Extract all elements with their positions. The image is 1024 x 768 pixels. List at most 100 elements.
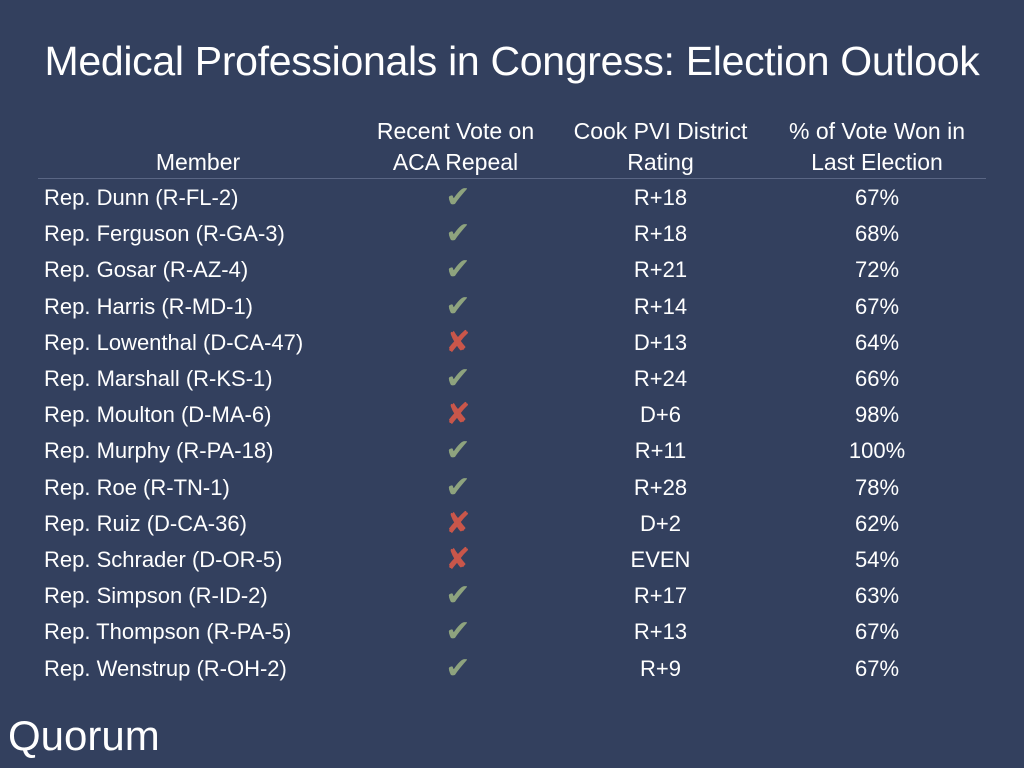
member-name: Rep. Simpson (R-ID-2) [44,583,268,609]
member-name: Rep. Ferguson (R-GA-3) [44,221,285,247]
check-icon: ✔ [445,252,471,288]
cross-icon: ✘ [445,324,471,360]
table-row: Rep. Thompson (R-PA-5) ✔ R+13 67% [38,614,986,650]
pvi-rating: D+2 [640,510,681,536]
pvi-rating: R+18 [633,185,688,211]
pvi-rating: R+18 [633,221,688,247]
pvi-rating: R+11 [634,438,687,464]
vote-percentage: 67% [854,619,900,645]
vote-percentage: 100% [848,438,906,464]
header-pvi: Cook PVI District Rating [553,116,768,178]
check-icon: ✔ [445,578,471,614]
vote-cell: ✘ [363,505,553,541]
cross-icon: ✘ [445,505,471,541]
pvi-rating: R+14 [633,293,688,319]
header-vote: Recent Vote on ACA Repeal [358,116,553,178]
vote-cell: ✘ [363,400,553,430]
vote-cell: ✔ [363,219,553,249]
vote-percentage: 68% [854,221,900,247]
table-row: Rep. Marshall (R-KS-1) ✔ R+24 66% [38,361,986,397]
vote-percentage: 67% [854,293,900,319]
member-name: Rep. Lowenthal (D-CA-47) [44,329,304,355]
vote-cell: ✔ [363,650,553,686]
vote-cell: ✔ [363,255,553,285]
check-icon: ✔ [445,216,471,252]
header-vote-line2: ACA Repeal [392,149,519,175]
table-body: Rep. Dunn (R-FL-2) ✔ R+18 67% Rep. Fergu… [38,180,986,687]
member-name: Rep. Roe (R-TN-1) [44,474,230,500]
table-row: Rep. Lowenthal (D-CA-47) ✘ D+13 64% [38,325,986,361]
check-icon: ✔ [445,469,471,505]
table-header: Member Recent Vote on ACA Repeal Cook PV… [38,116,986,179]
member-name: Rep. Marshall (R-KS-1) [44,366,273,392]
table-row: Rep. Dunn (R-FL-2) ✔ R+18 67% [38,180,986,216]
table-row: Rep. Gosar (R-AZ-4) ✔ R+21 72% [38,252,986,288]
table-row: Rep. Wenstrup (R-OH-2) ✔ R+9 67% [38,650,986,686]
member-name: Rep. Dunn (R-FL-2) [44,185,239,211]
member-name: Rep. Ruiz (D-CA-36) [44,510,247,536]
member-name: Rep. Harris (R-MD-1) [44,293,253,319]
member-name: Rep. Murphy (R-PA-18) [44,438,274,464]
table-row: Rep. Harris (R-MD-1) ✔ R+14 67% [38,289,986,325]
member-name: Rep. Moulton (D-MA-6) [44,402,272,428]
table-row: Rep. Moulton (D-MA-6) ✘ D+6 98% [38,397,986,433]
table-row: Rep. Schrader (D-OR-5) ✘ EVEN 54% [38,542,986,578]
vote-percentage: 54% [854,546,900,572]
table-row: Rep. Ruiz (D-CA-36) ✘ D+2 62% [38,506,986,542]
vote-cell: ✔ [363,617,553,647]
check-icon: ✔ [445,433,471,469]
check-icon: ✔ [445,650,471,686]
vote-percentage: 67% [854,185,900,211]
slide-title: Medical Professionals in Congress: Elect… [44,38,980,84]
pvi-rating: R+28 [633,474,688,500]
header-pct-line1: % of Vote Won in [788,118,965,144]
pvi-rating: D+13 [633,329,688,355]
check-icon: ✔ [445,614,471,650]
pvi-rating: R+24 [633,366,688,392]
pvi-rating: D+6 [640,402,681,428]
member-name: Rep. Schrader (D-OR-5) [44,546,283,572]
header-vote-line1: Recent Vote on [376,118,535,144]
vote-percentage: 72% [854,257,900,283]
table-row: Rep. Simpson (R-ID-2) ✔ R+17 63% [38,578,986,614]
member-name: Rep. Thompson (R-PA-5) [44,619,292,645]
vote-cell: ✔ [363,288,553,324]
vote-cell: ✘ [363,541,553,577]
pvi-rating: R+9 [640,655,681,681]
header-member: Member [38,147,358,178]
header-pvi-line1: Cook PVI District [573,118,748,144]
vote-cell: ✔ [363,183,553,213]
table-row: Rep. Roe (R-TN-1) ✔ R+28 78% [38,470,986,506]
member-name: Rep. Wenstrup (R-OH-2) [44,655,287,681]
pvi-rating: R+13 [633,619,688,645]
header-pct: % of Vote Won in Last Election [768,116,986,178]
pvi-rating: EVEN [630,546,691,572]
header-member-label: Member [155,149,241,175]
check-icon: ✔ [445,288,471,324]
header-pct-line2: Last Election [811,149,943,175]
check-icon: ✔ [445,180,471,216]
pvi-rating: R+21 [633,257,688,283]
cross-icon: ✘ [445,397,471,433]
table-row: Rep. Ferguson (R-GA-3) ✔ R+18 68% [38,216,986,252]
vote-percentage: 64% [854,329,900,355]
members-table: Member Recent Vote on ACA Repeal Cook PV… [38,116,986,687]
pvi-rating: R+17 [633,583,688,609]
vote-percentage: 78% [854,474,900,500]
vote-cell: ✔ [363,469,553,505]
member-name: Rep. Gosar (R-AZ-4) [44,257,249,283]
vote-percentage: 62% [854,510,900,536]
vote-percentage: 98% [854,402,900,428]
table-row: Rep. Murphy (R-PA-18) ✔ R+11 100% [38,433,986,469]
cross-icon: ✘ [445,541,471,577]
quorum-logo: Quorum [8,712,160,759]
vote-cell: ✔ [363,581,553,611]
header-pvi-line2: Rating [627,149,694,175]
vote-percentage: 63% [854,583,900,609]
vote-cell: ✘ [363,324,553,360]
check-icon: ✔ [445,361,471,397]
vote-percentage: 66% [854,366,900,392]
vote-cell: ✔ [363,364,553,394]
vote-percentage: 67% [854,655,900,681]
